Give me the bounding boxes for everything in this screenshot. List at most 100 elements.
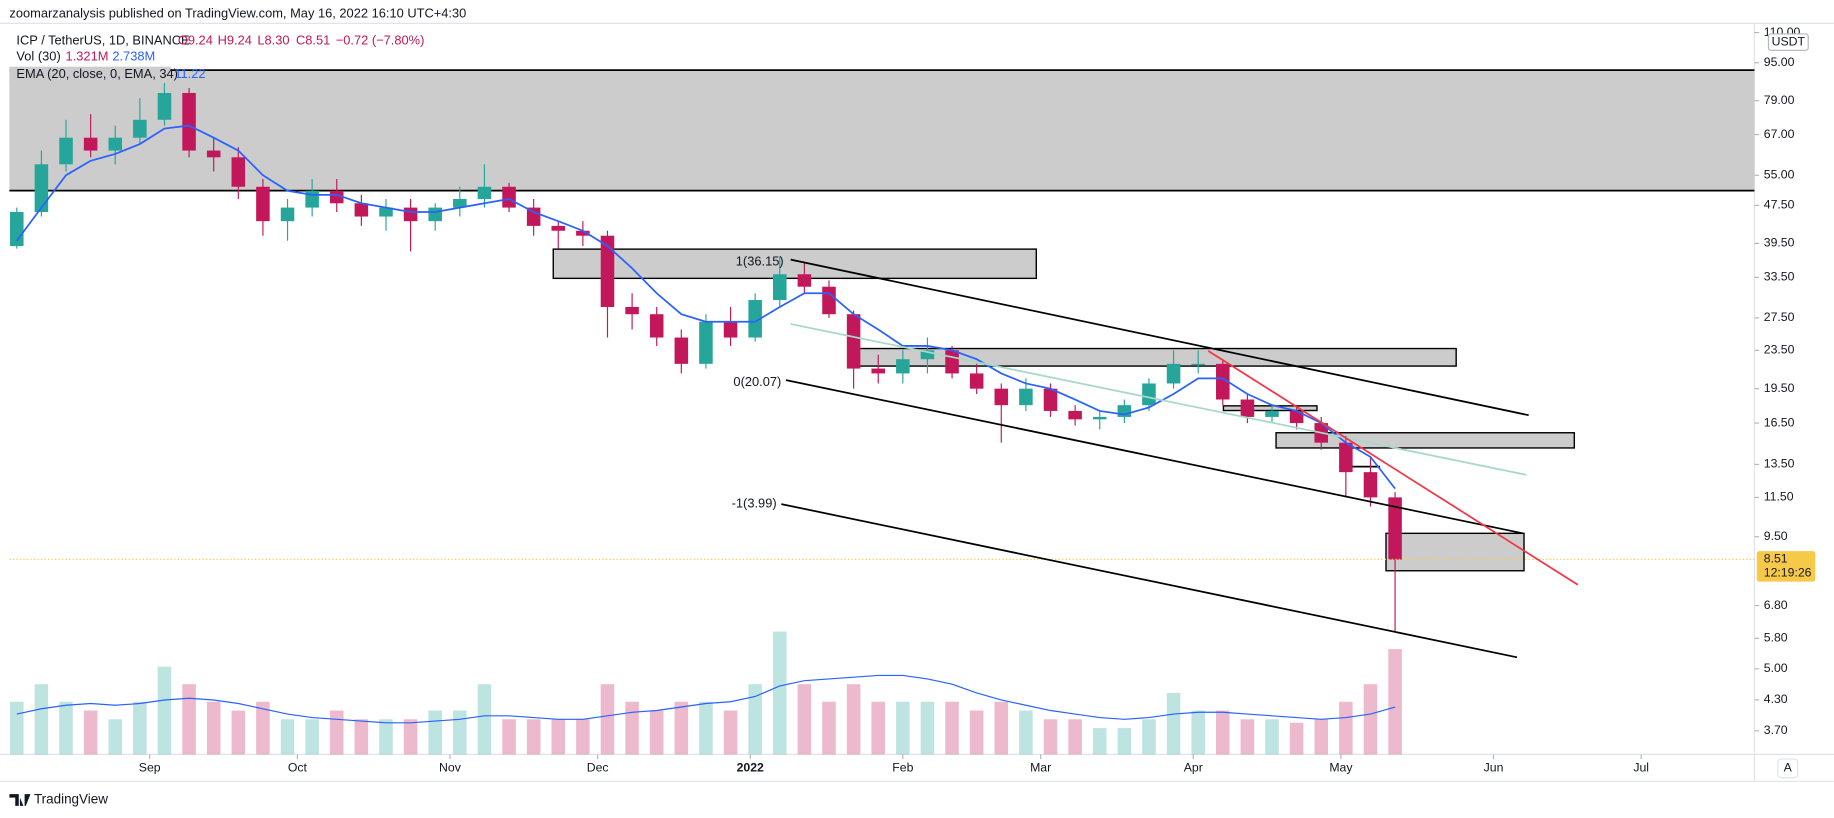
candle-body [1068,410,1082,420]
y-tick-label: 13.50 [1764,457,1795,471]
zone-box [1385,532,1525,572]
volume-bar [600,684,615,755]
volume-bar [748,684,762,755]
candle-body [822,286,836,315]
volume-bar [182,684,196,755]
candle-body [428,207,442,222]
candle-body [329,190,344,204]
zone-box [9,70,1755,191]
volume-bar [108,719,123,755]
candle-body [157,93,172,120]
candle-body [1388,497,1402,560]
volume-pane [10,631,1402,755]
last-price-box [1756,551,1816,582]
volume-bar [1019,710,1033,755]
candle-body [896,359,910,374]
y-tick-label: 3.70 [1764,723,1788,737]
volume-bar [773,631,787,755]
candle-body [280,207,295,222]
auto-scale-button[interactable] [1777,758,1799,779]
candle-body [1142,383,1156,406]
volume-bar [354,719,369,755]
candle-body [551,225,566,231]
x-tick-label: Mar [1030,761,1051,775]
channel-line [781,503,1518,659]
volume-bar [1363,684,1378,755]
candle-body [182,93,196,151]
candle-body [1092,416,1107,420]
x-tick-label: Jul [1633,761,1649,775]
plot [9,73,1755,632]
trendlines: 1(36.15) 0(20.07) -1(3.99) [732,253,1579,659]
footer: TradingView [9,792,108,807]
volume-bar [83,710,98,755]
volume-bar [453,710,467,755]
x-tick-label: Dec [587,761,609,775]
volume-bar [329,710,344,755]
candle-body [231,157,246,187]
x-tick-label: Apr [1184,761,1203,775]
candle-body [1339,442,1353,473]
candle-body [34,164,49,213]
y-tick-label: 55.00 [1764,167,1795,181]
volume-bar [1289,722,1304,755]
volume-bar [969,710,984,755]
candle-body [1117,405,1132,417]
volume-bar [1339,701,1353,755]
candle-body [649,314,664,338]
x-tick-label: Sep [139,761,161,775]
candle-body [871,368,885,374]
volume-bar [1265,719,1279,755]
legend-ema-value: 11.22 [174,66,205,81]
legend-close: C8.51 [296,32,330,47]
volume-bar [1043,719,1058,755]
volume-bar [403,719,418,755]
volume-bar [477,684,492,755]
candle-body [674,337,689,364]
y-tick-label: 33.50 [1764,270,1795,284]
volume-bar [526,719,541,755]
volume-bar [502,719,516,755]
price-axis: 3.70 4.30 5.00 5.80 6.80 9.50 11.50 13.50 16.50 1… [139,25,1816,775]
zone-box [552,248,1037,280]
candle-body [600,235,615,307]
volume-bar [1314,719,1329,755]
auto-scale-label[interactable]: A [1784,761,1793,775]
candle-body [846,314,861,369]
candle-body [945,350,959,374]
y-tick-label: 9.50 [1764,529,1788,543]
volume-bar [994,701,1009,755]
volume-bar [34,684,49,755]
logo-icon [9,794,31,806]
y-tick-label: 27.50 [1764,310,1795,324]
candle-body [10,212,24,246]
legend-volume: Vol (30) [16,49,60,64]
candle-body [502,186,516,208]
candle-body [1240,399,1255,417]
volume-bar [945,701,959,755]
volume-bar [1166,692,1181,755]
candle-body [1289,410,1304,424]
candle-body [1166,363,1181,384]
legend-symbol: ICP / TetherUS, 1D, BINANCE [16,32,190,47]
volume-bar [256,701,270,755]
candle-body [206,150,221,158]
candle-body [59,137,73,165]
candle-body [773,274,787,301]
candle-body [723,321,738,338]
legend-ema: EMA (20, close, 0, EMA, 34) [16,66,178,81]
candle-body [1191,363,1205,366]
volume-bar [157,666,172,755]
volume-bar [1142,719,1156,755]
fib-label: -1(3.99) [732,495,777,510]
zone-box [1222,405,1318,412]
last-price-label: 8.51 [1764,552,1788,566]
volume-bar [871,701,885,755]
fib-label: 0(20.07) [733,374,781,389]
volume-bar [699,701,713,755]
x-tick-label: 2022 [737,761,764,775]
ema-line [16,124,1396,490]
volume-bar [920,701,935,755]
